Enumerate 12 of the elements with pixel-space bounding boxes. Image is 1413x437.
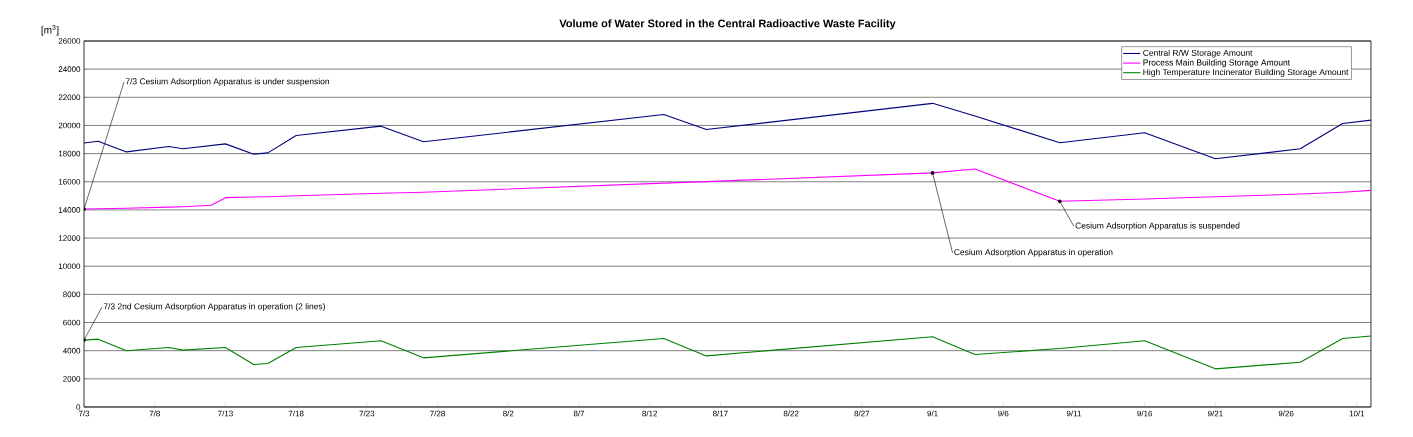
- line-series: [84, 102, 1371, 160]
- legend-label: High Temperature Incinerator Building Storage Amount: [1143, 68, 1349, 77]
- annotation: Cesium Adsorption Apparatus is suspended: [1075, 222, 1240, 231]
- legend-label: Central R/W Storage Amount: [1143, 49, 1253, 58]
- annotation: Cesium Adsorption Apparatus in operation: [954, 248, 1113, 257]
- chart-title: Volume of Water Stored in the Central Radioactive Waste Facility: [559, 19, 896, 30]
- legend-label: Process Main Building Storage Amount: [1143, 59, 1291, 68]
- annotation: 7/3 2nd Cesium Adsorption Apparatus in operation (2 lines): [103, 303, 325, 312]
- annotation: 7/3 Cesium Adsorption Apparatus is under suspension: [125, 78, 330, 86]
- line-series: [84, 168, 1371, 211]
- y-axis-title: [m$^{3}$]: [41, 24, 59, 36]
- line-series: [84, 335, 1371, 370]
